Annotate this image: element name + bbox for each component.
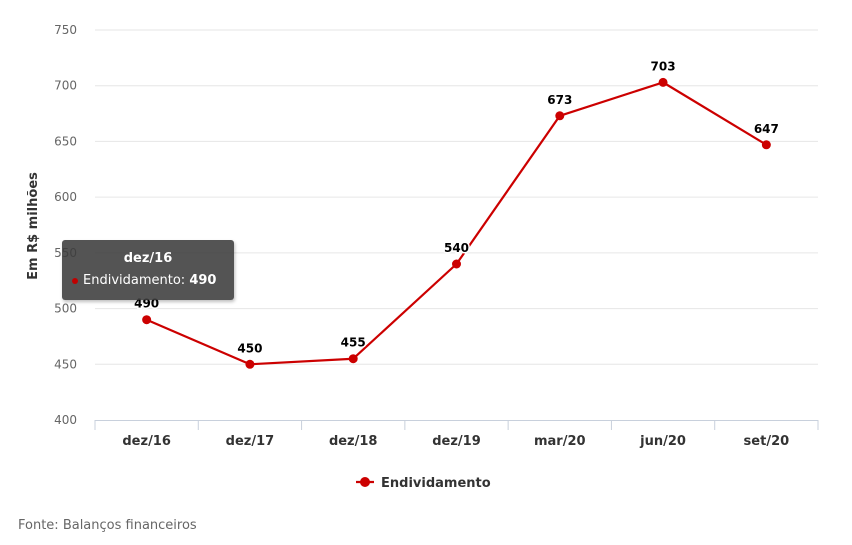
series-endividamento[interactable] xyxy=(142,77,771,369)
y-tick-label: 600 xyxy=(54,190,77,204)
tooltip-series-label: Endividamento: xyxy=(83,273,186,288)
data-label: 455 xyxy=(341,336,366,350)
source-note: Fonte: Balanços financeiros xyxy=(18,518,197,533)
legend-label: Endividamento xyxy=(381,476,491,491)
data-label: 450 xyxy=(237,341,262,355)
data-label: 703 xyxy=(651,59,676,73)
legend-marker xyxy=(360,477,370,487)
x-tick-label: dez/16 xyxy=(122,434,171,449)
tooltip: dez/16 Endividamento: 490 xyxy=(62,240,234,300)
tooltip-title: dez/16 xyxy=(123,251,173,266)
data-point[interactable] xyxy=(452,259,461,269)
tooltip-series-dot xyxy=(72,277,78,284)
legend[interactable]: Endividamento xyxy=(356,476,491,491)
y-tick-label: 400 xyxy=(54,413,77,427)
data-label: 540 xyxy=(444,241,469,255)
data-labels: 490 450 455 540 673 703 647 xyxy=(133,58,781,357)
data-point[interactable] xyxy=(245,359,255,369)
gridlines xyxy=(95,29,818,365)
y-tick-label: 650 xyxy=(54,134,77,148)
data-point[interactable] xyxy=(348,354,358,364)
data-point[interactable] xyxy=(555,111,565,121)
x-tick-label: mar/20 xyxy=(534,434,586,449)
tooltip-value: 490 xyxy=(189,273,217,288)
y-tick-label: 500 xyxy=(54,302,77,316)
tooltip-row: Endividamento: 490 xyxy=(72,273,216,288)
y-axis-label: Em R$ milhões xyxy=(26,172,41,280)
data-point[interactable] xyxy=(761,140,771,150)
data-label: 647 xyxy=(754,122,779,136)
y-tick-label: 700 xyxy=(54,79,77,93)
y-tick-label: 750 xyxy=(54,23,77,37)
data-point[interactable] xyxy=(658,77,668,87)
x-axis: dez/16 dez/17 dez/18 dez/19 mar/20 jun/20 set/… xyxy=(94,420,819,449)
x-tick-label: jun/20 xyxy=(639,434,686,449)
x-tick-label: dez/17 xyxy=(226,434,275,449)
x-tick-label: set/20 xyxy=(744,434,790,449)
y-tick-label: 450 xyxy=(54,357,77,371)
x-tick-label: dez/18 xyxy=(329,434,378,449)
x-tick-label: dez/19 xyxy=(432,434,481,449)
data-label: 673 xyxy=(547,93,572,107)
series-line xyxy=(146,81,767,366)
data-point[interactable] xyxy=(142,315,152,325)
y-axis-ticks: 400450500550600650700750 xyxy=(54,23,77,427)
